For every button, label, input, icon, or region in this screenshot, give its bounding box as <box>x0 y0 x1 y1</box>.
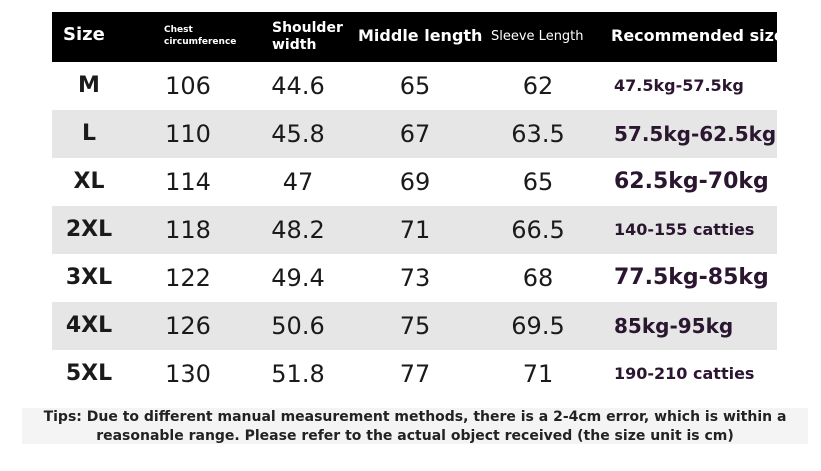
measure-cell: 77 <box>399 360 431 388</box>
size-cell: XL <box>73 169 105 194</box>
header-cell: Size <box>63 24 105 45</box>
table-row: 3XL 122 49.4 73 68 77.5kg-85kg <box>52 254 777 302</box>
measure-cell: 62 <box>522 72 554 100</box>
measure-cell: 65 <box>522 168 554 196</box>
measure-cell: 51.8 <box>271 360 325 388</box>
measure-cell: 106 <box>165 72 211 100</box>
recommended-cell: 140-155 catties <box>614 220 755 239</box>
measure-cell: 50.6 <box>271 312 325 340</box>
measure-cell: 75 <box>399 312 431 340</box>
header-cell: Middle length <box>358 26 483 45</box>
tips-note: Tips: Due to different manual measuremen… <box>22 408 808 444</box>
recommended-cell: 77.5kg-85kg <box>614 265 769 290</box>
recommended-cell: 57.5kg-62.5kg <box>614 122 777 146</box>
measure-cell: 48.2 <box>271 216 325 244</box>
measure-cell: 47 <box>282 168 314 196</box>
table-row: XL 114 47 69 65 62.5kg-70kg <box>52 158 777 206</box>
measure-cell: 44.6 <box>271 72 325 100</box>
table-row: L 110 45.8 67 63.5 57.5kg-62.5kg <box>52 110 777 158</box>
recommended-cell: 190-210 catties <box>614 364 755 383</box>
measure-cell: 66.5 <box>511 216 565 244</box>
measure-cell: 118 <box>165 216 211 244</box>
measure-cell: 68 <box>522 264 554 292</box>
measure-cell: 71 <box>399 216 431 244</box>
size-cell: L <box>81 121 97 146</box>
recommended-cell: 62.5kg-70kg <box>614 169 769 194</box>
table-row: 2XL 118 48.2 71 66.5 140-155 catties <box>52 206 777 254</box>
header-cell: Shoulder width <box>272 20 343 53</box>
measure-cell: 49.4 <box>271 264 325 292</box>
measure-cell: 122 <box>165 264 211 292</box>
table-row: 4XL 126 50.6 75 69.5 85kg-95kg <box>52 302 777 350</box>
measure-cell: 63.5 <box>511 120 565 148</box>
measure-cell: 45.8 <box>271 120 325 148</box>
recommended-cell: 47.5kg-57.5kg <box>614 76 744 95</box>
measure-cell: 114 <box>165 168 211 196</box>
size-cell: 4XL <box>65 313 113 338</box>
size-cell: M <box>78 73 100 98</box>
table-row: 5XL 130 51.8 77 71 190-210 catties <box>52 350 777 398</box>
measure-cell: 71 <box>522 360 554 388</box>
header-cell: Chest circumference <box>164 25 237 47</box>
table-header: Size Chest circumference Shoulder width … <box>52 12 785 62</box>
measure-cell: 69 <box>399 168 431 196</box>
recommended-cell: 85kg-95kg <box>614 314 734 338</box>
measure-cell: 73 <box>399 264 431 292</box>
measure-cell: 67 <box>399 120 431 148</box>
table-row: M 106 44.6 65 62 47.5kg-57.5kg <box>52 62 777 110</box>
header-cell: Recommended size <box>611 26 785 45</box>
measure-cell: 130 <box>165 360 211 388</box>
size-cell: 3XL <box>65 265 113 290</box>
measure-cell: 126 <box>165 312 211 340</box>
header-cell: Sleeve Length <box>491 29 584 44</box>
measure-cell: 69.5 <box>511 312 565 340</box>
size-cell: 5XL <box>65 361 113 386</box>
measure-cell: 65 <box>399 72 431 100</box>
measure-cell: 110 <box>165 120 211 148</box>
size-cell: 2XL <box>65 217 113 242</box>
